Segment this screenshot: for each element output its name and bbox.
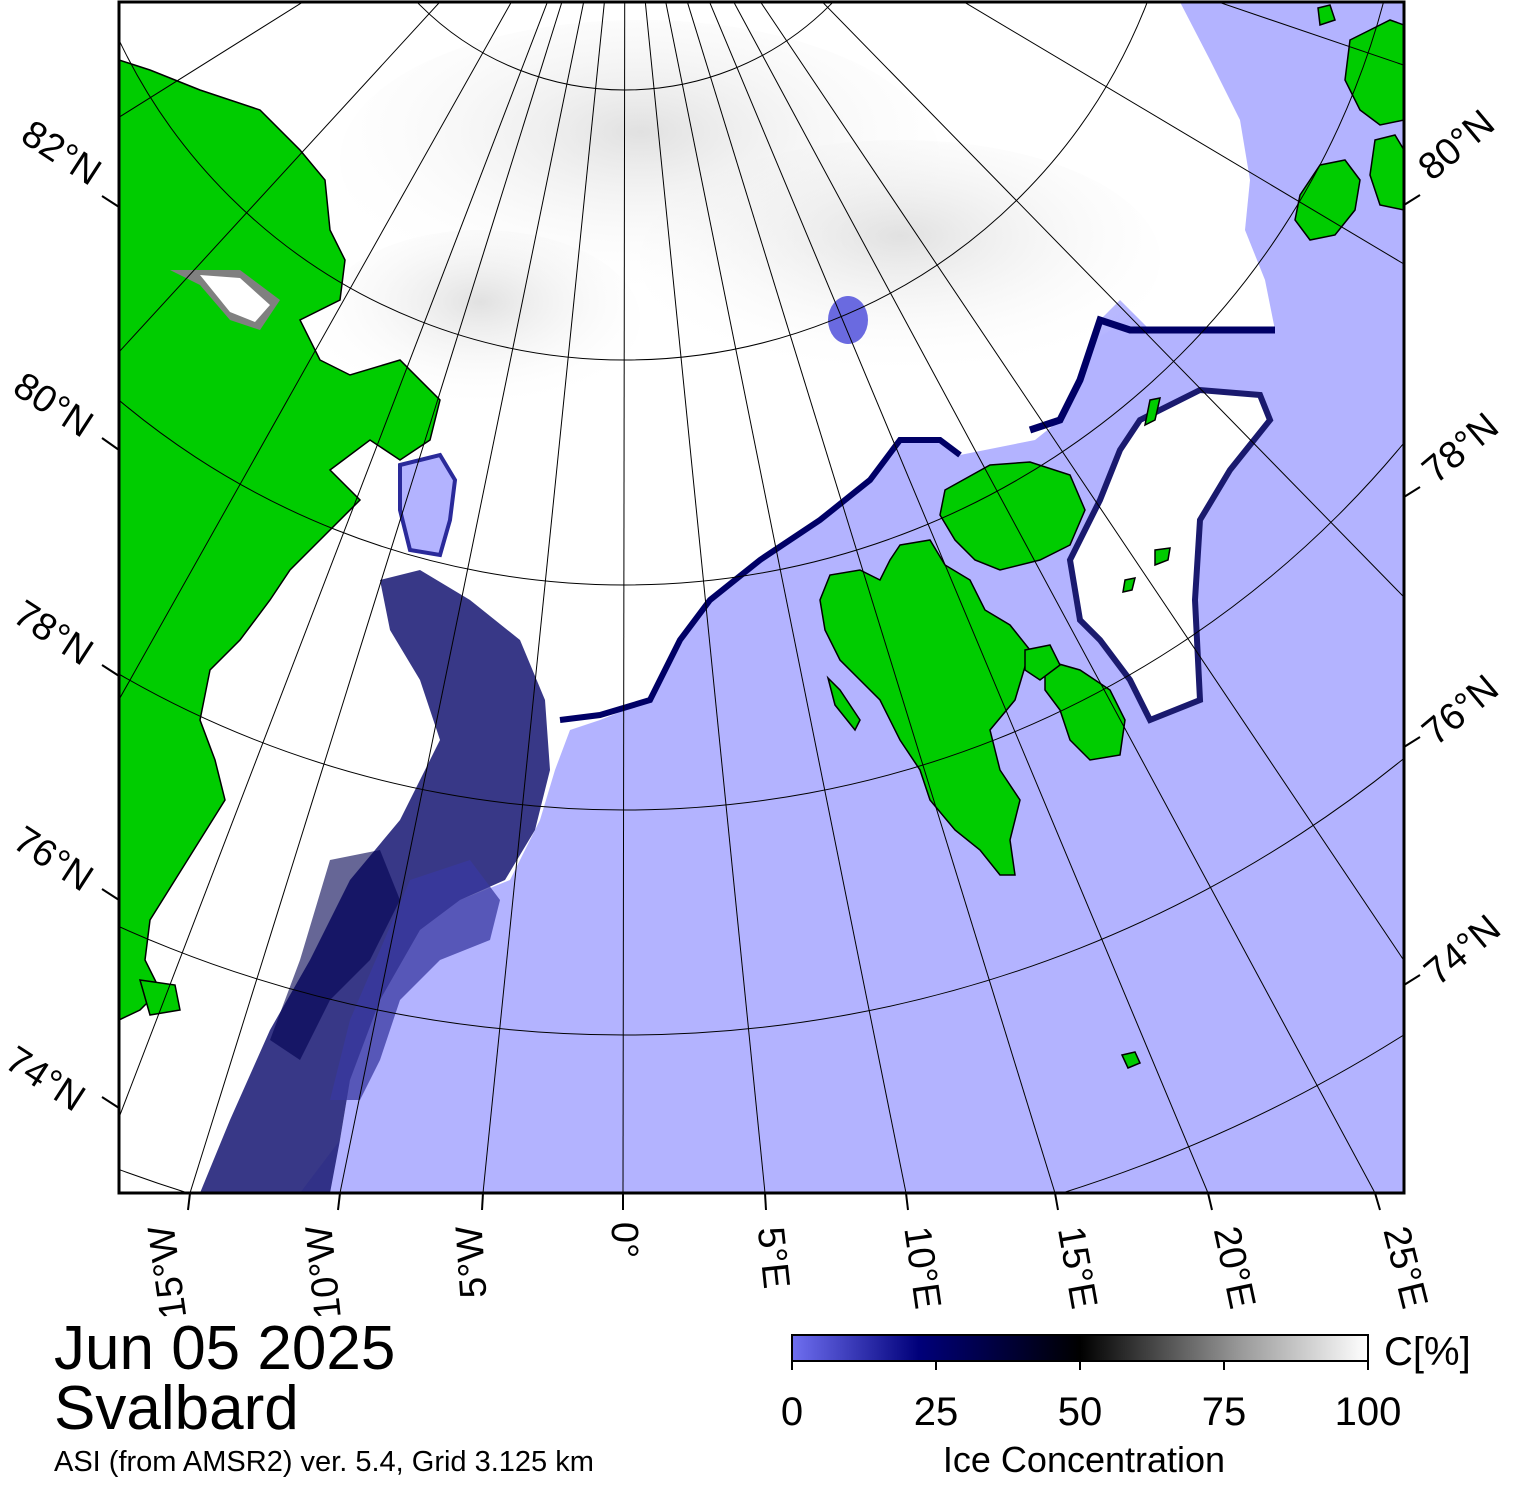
colorbar-unit: C[%] [1384,1330,1471,1374]
axis-ticks [101,194,1421,1211]
lat-label-left: 74°N [0,1039,92,1120]
lon-label: 10°W [298,1223,350,1320]
map-region: Svalbard [54,1374,299,1443]
franz-josef-land [1369,134,1404,211]
lat-label-left: 78°N [6,593,100,674]
lon-label: 0° [603,1222,645,1258]
lon-label: 15°W [141,1223,196,1321]
lon-label: 5°E [749,1225,797,1291]
greenland-land [119,59,441,1021]
map-date: Jun 05 2025 [54,1314,396,1383]
island-land [1143,397,1161,427]
colorbar: C[%] 0 25 50 75 100 Ice Concentration [781,1330,1471,1480]
lat-label-right: 78°N [1415,405,1507,492]
lat-label-right: 74°N [1417,907,1509,994]
lon-label: 25°E [1375,1222,1436,1313]
ice-texture [640,140,1160,380]
lon-label: 5°W [449,1225,496,1300]
lon-label: 20°E [1205,1223,1263,1313]
lat-label-left: 82°N [14,113,108,194]
graticule-parallels [119,2,1404,1193]
ice-edge-line [559,437,962,723]
lon-label: 10°E [895,1224,948,1312]
svalbard-spitsbergen-land [819,539,1031,876]
franz-josef-land [1317,4,1336,27]
svalbard-nordaustlandet-land [939,461,1086,571]
marginal-ice-zone [330,860,500,1100]
svalbard-forland-land [826,675,861,732]
island-land [1122,577,1137,593]
bjornoya-land [1120,1051,1142,1069]
lat-label-left: 80°N [6,365,100,446]
colorbar-tick-label: 75 [1202,1390,1247,1434]
map-source: ASI (from AMSR2) ver. 5.4, Grid 3.125 km [54,1446,594,1478]
glacier-shelf [200,275,270,322]
lat-label-left: 76°N [6,819,100,900]
colorbar-gradient [791,1334,1369,1362]
sea-ice-east-svalbard [1066,386,1274,724]
map-area [119,2,1404,1193]
map-frame [117,0,1406,1195]
svalbard-barentsoya-land [1024,644,1061,681]
lat-label-right: 80°N [1411,102,1503,189]
colorbar-tick-label: 50 [1058,1390,1103,1434]
lon-label: 15°E [1049,1223,1105,1312]
colorbar-tick-label: 100 [1335,1390,1402,1434]
marginal-ice-zone [270,850,400,1060]
island-land [1154,547,1171,567]
colorbar-tick-label: 25 [914,1390,959,1434]
ice-edge-line [1028,315,1275,434]
svalbard-edgeoya-land [1044,659,1126,761]
colorbar-tick-label: 0 [781,1390,803,1434]
greenland-land [138,979,181,1016]
colorbar-title: Ice Concentration [943,1439,1225,1480]
lat-label-right: 76°N [1415,667,1507,754]
graticule-meridians [119,2,1404,1193]
